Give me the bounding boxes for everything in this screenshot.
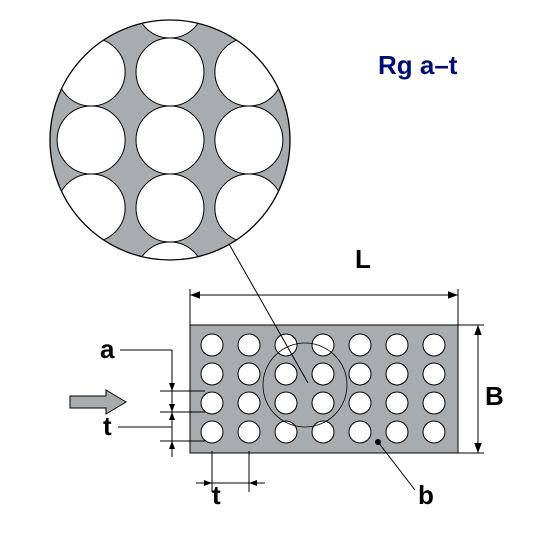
detail-hole [215,242,283,310]
detail-hole [0,242,46,310]
detail-hole [215,106,283,174]
plate-hole [201,392,223,414]
plate-hole [423,392,445,414]
plate-hole [201,421,223,443]
plate-hole [386,334,408,356]
label-t_bottom: t [212,480,221,510]
detail-hole [0,174,46,242]
plate-hole [238,392,260,414]
plate-hole [201,334,223,356]
plate-hole [201,363,223,385]
detail-hole [0,0,46,38]
detail-hole [294,106,362,174]
plate-hole [386,363,408,385]
plate-hole [386,421,408,443]
plate-hole [312,334,334,356]
plate-hole [423,421,445,443]
detail-hole [57,38,125,106]
plate-hole [312,363,334,385]
plate-hole [238,421,260,443]
detail-hole [136,106,204,174]
detail-hole [215,38,283,106]
plate-hole [312,421,334,443]
plate-hole [312,392,334,414]
detail-hole [0,106,46,174]
plate-hole [275,363,297,385]
label-t_left: t [103,411,112,441]
label-B: B [485,381,504,411]
detail-hole [57,174,125,242]
plate-hole [349,334,371,356]
detail-hole [294,0,362,38]
plate-hole [349,421,371,443]
label-b: b [418,480,434,510]
plate-hole [275,421,297,443]
dim-B [458,325,484,453]
plate-hole [238,334,260,356]
direction-arrow-icon [70,390,126,414]
plate-hole [423,334,445,356]
plate-hole [349,363,371,385]
diagram-canvas: L Ba t t b Rg a–t [0,0,550,550]
diagram-title: Rg a–t [378,50,457,81]
detail-hole [294,242,362,310]
plate-hole [238,363,260,385]
label-L: L [355,244,371,274]
dim-L [190,289,458,325]
plate-hole [386,392,408,414]
plate-hole [423,363,445,385]
detail-hole [215,0,283,38]
detail-hole [294,174,362,242]
detail-hole [136,174,204,242]
detail-hole [136,38,204,106]
label-a: a [100,334,115,364]
detail-view [0,0,362,310]
detail-hole [57,106,125,174]
detail-hole [215,174,283,242]
detail-hole [294,38,362,106]
detail-hole [0,38,46,106]
plate-hole [349,392,371,414]
detail-hole [57,242,125,310]
dim-t-bottom [196,451,265,492]
detail-hole [57,0,125,38]
detail-hole [136,242,204,310]
plate-hole [275,392,297,414]
perforated-plate [190,325,458,453]
diagram-svg: L Ba t t b [0,0,550,550]
